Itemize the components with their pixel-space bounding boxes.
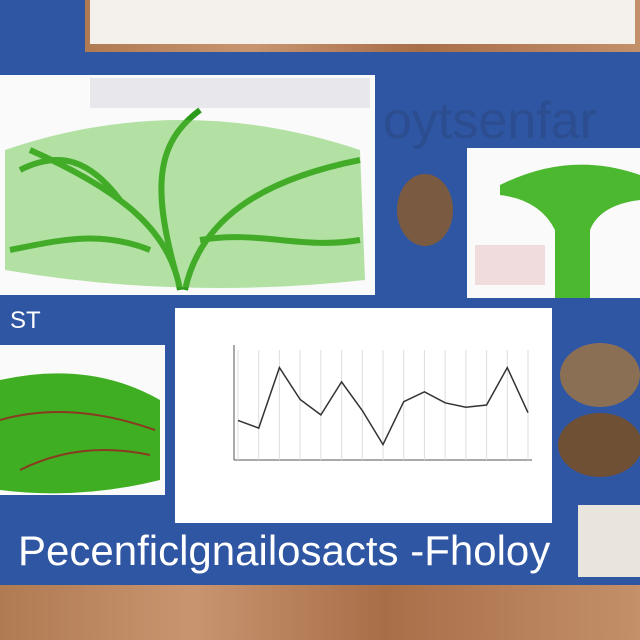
wood-bottom	[0, 585, 640, 640]
seed-panel	[578, 505, 640, 577]
seed-image	[560, 343, 640, 407]
leaf	[0, 373, 160, 494]
panel-strip	[90, 78, 370, 108]
leaf-veins	[0, 411, 156, 471]
seed-image	[397, 174, 453, 246]
side-label: ST	[10, 307, 41, 334]
paper-top	[90, 0, 635, 44]
footer-title: Pecenficlgnailosacts -Fholoy	[18, 527, 550, 574]
mushroom-tree	[500, 164, 640, 298]
canopy	[5, 120, 365, 288]
mini-chart	[475, 245, 545, 285]
title: oytsenfar	[383, 92, 597, 150]
tree-panel	[0, 75, 375, 295]
seed-image	[558, 413, 640, 477]
tree-illustration	[9, 107, 361, 291]
data-line	[237, 365, 529, 447]
chart-panel	[175, 308, 552, 523]
